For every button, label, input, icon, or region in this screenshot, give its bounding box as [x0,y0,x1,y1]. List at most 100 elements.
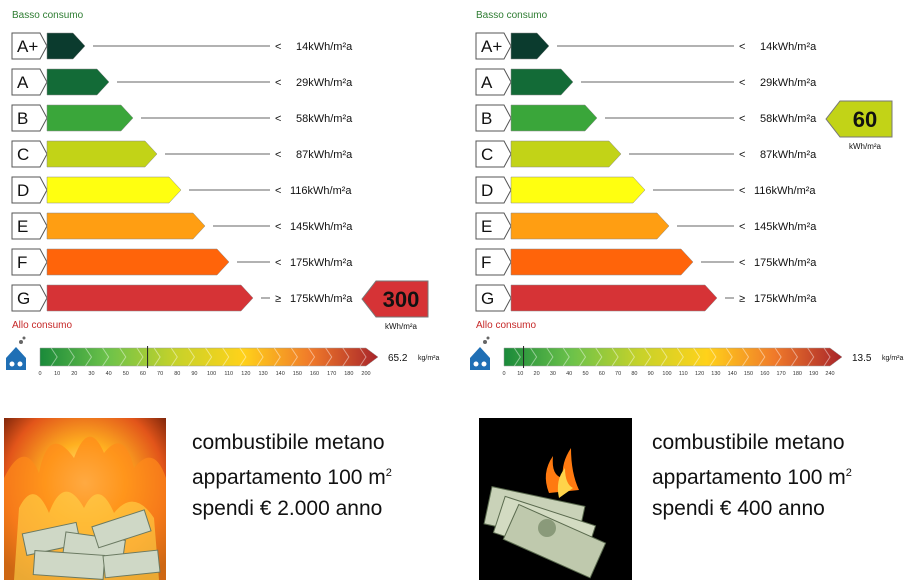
class-bar [510,212,670,240]
co2-unit: kg/m²a [882,355,904,362]
co2-chevron [709,347,717,367]
co2-tick-label: 60 [140,371,146,377]
co2-chevron [562,347,570,367]
co2-tick-label: 10 [517,371,523,377]
class-limit-symbol: < [275,77,281,89]
rating-value: 60 [853,107,877,132]
co2-chevron [102,347,110,367]
co2-chevron [119,347,127,367]
class-limit-value: 29kWh/m²a [296,77,353,89]
co2-tick-label: 0 [502,371,505,377]
co2-chevron [136,347,144,367]
rating-arrow [361,280,429,318]
class-bar [46,32,86,60]
co2-tick-label: 20 [71,371,77,377]
class-bar [510,68,574,96]
co2-chevron [256,347,264,367]
class-grade: A+ [17,37,38,56]
class-grade: E [481,217,492,236]
class-box [475,248,512,276]
caption-apartment: appartamento 100 m2 [192,466,392,489]
class-box [11,140,48,168]
class-grade: F [17,253,27,272]
class-bar [510,284,718,312]
class-limit-value: 29kWh/m²a [760,77,817,89]
class-limit-value: 175kWh/m²a [290,293,353,305]
class-grade: E [17,217,28,236]
caption-fuel: combustibile metano [192,431,385,454]
burning-banknotes-icon [479,418,632,580]
energy-label-left: Basso consumo A+ <14kWh/m²a A <29kWh/m²a B <58… [0,0,450,390]
co2-chevron [676,347,684,367]
class-box [11,176,48,204]
class-limit-value: 58kWh/m²a [296,113,353,125]
co2-tick-label: 70 [615,371,621,377]
class-grade: G [17,289,30,308]
co2-chevron [359,347,367,367]
co2-tick-label: 190 [809,371,818,377]
co2-tick-label: 80 [631,371,637,377]
co2-tick-label: 150 [744,371,753,377]
class-limit-value: 116kWh/m²a [290,185,352,197]
rating-arrow [825,100,893,138]
co2-tick-label: 180 [344,371,353,377]
class-limit-value: 87kWh/m²a [760,149,817,161]
burning-banknotes-photo [479,418,632,580]
caption-cost: spendi € 2.000 anno [192,497,383,520]
class-bar [46,176,182,204]
co2-tick-label: 170 [777,371,786,377]
class-box [475,68,512,96]
co2-tick-label: 40 [106,371,112,377]
class-bar [46,104,134,132]
class-box [475,212,512,240]
header-label: Basso consumo [476,10,548,21]
co2-tick-label: 160 [760,371,769,377]
co2-tick-label: 140 [728,371,737,377]
co2-tick-label: 0 [38,371,41,377]
co2-chevron [774,347,782,367]
house-co2-icon [470,336,490,370]
class-limit-value: 87kWh/m²a [296,149,353,161]
class-limit-value: 175kWh/m²a [754,257,817,269]
class-box [475,284,512,312]
co2-tick-label: 110 [679,371,688,377]
class-bar [510,248,694,276]
class-grade: A+ [481,37,502,56]
co2-tick-label: 120 [695,371,704,377]
co2-chevron [693,347,701,367]
co2-chevron [758,347,766,367]
class-grade: A [17,73,29,92]
co2-tick-label: 30 [88,371,94,377]
class-grade: A [481,73,493,92]
header-label: Basso consumo [12,10,84,21]
class-bar [510,104,598,132]
co2-chevron [188,347,196,367]
class-box [11,104,48,132]
co2-chevron [546,347,554,367]
co2-chevron [222,347,230,367]
class-box [11,284,48,312]
co2-tick-label: 180 [793,371,802,377]
class-limit-value: 175kWh/m²a [754,293,817,305]
energy-scale-right: Basso consumo A+ <14kWh/m²a A <29kWh/m²a B <58… [470,10,904,377]
class-limit-value: 116kWh/m²a [754,185,816,197]
class-limit-value: 145kWh/m²a [754,221,817,233]
class-box [11,68,48,96]
co2-scale-bar [39,347,379,367]
co2-tick-label: 90 [191,371,197,377]
co2-unit: kg/m²a [418,355,440,362]
class-limit-value: 58kWh/m²a [760,113,817,125]
co2-chevron [790,347,799,367]
class-limit-symbol: < [739,77,745,89]
co2-chevron [579,347,587,367]
energy-label-right: Basso consumo A+ <14kWh/m²a A <29kWh/m²a B <58… [464,0,910,390]
co2-tick-label: 110 [224,371,233,377]
co2-chevron [50,347,58,367]
caption-left: combustibile metano appartamento 100 m2 … [192,427,392,524]
co2-tick-label: 20 [534,371,540,377]
class-limit-symbol: < [739,149,745,161]
co2-tick-label: 50 [123,371,129,377]
co2-tick-label: 130 [258,371,267,377]
co2-value: 65.2 [388,353,408,364]
co2-chevron [595,347,603,367]
